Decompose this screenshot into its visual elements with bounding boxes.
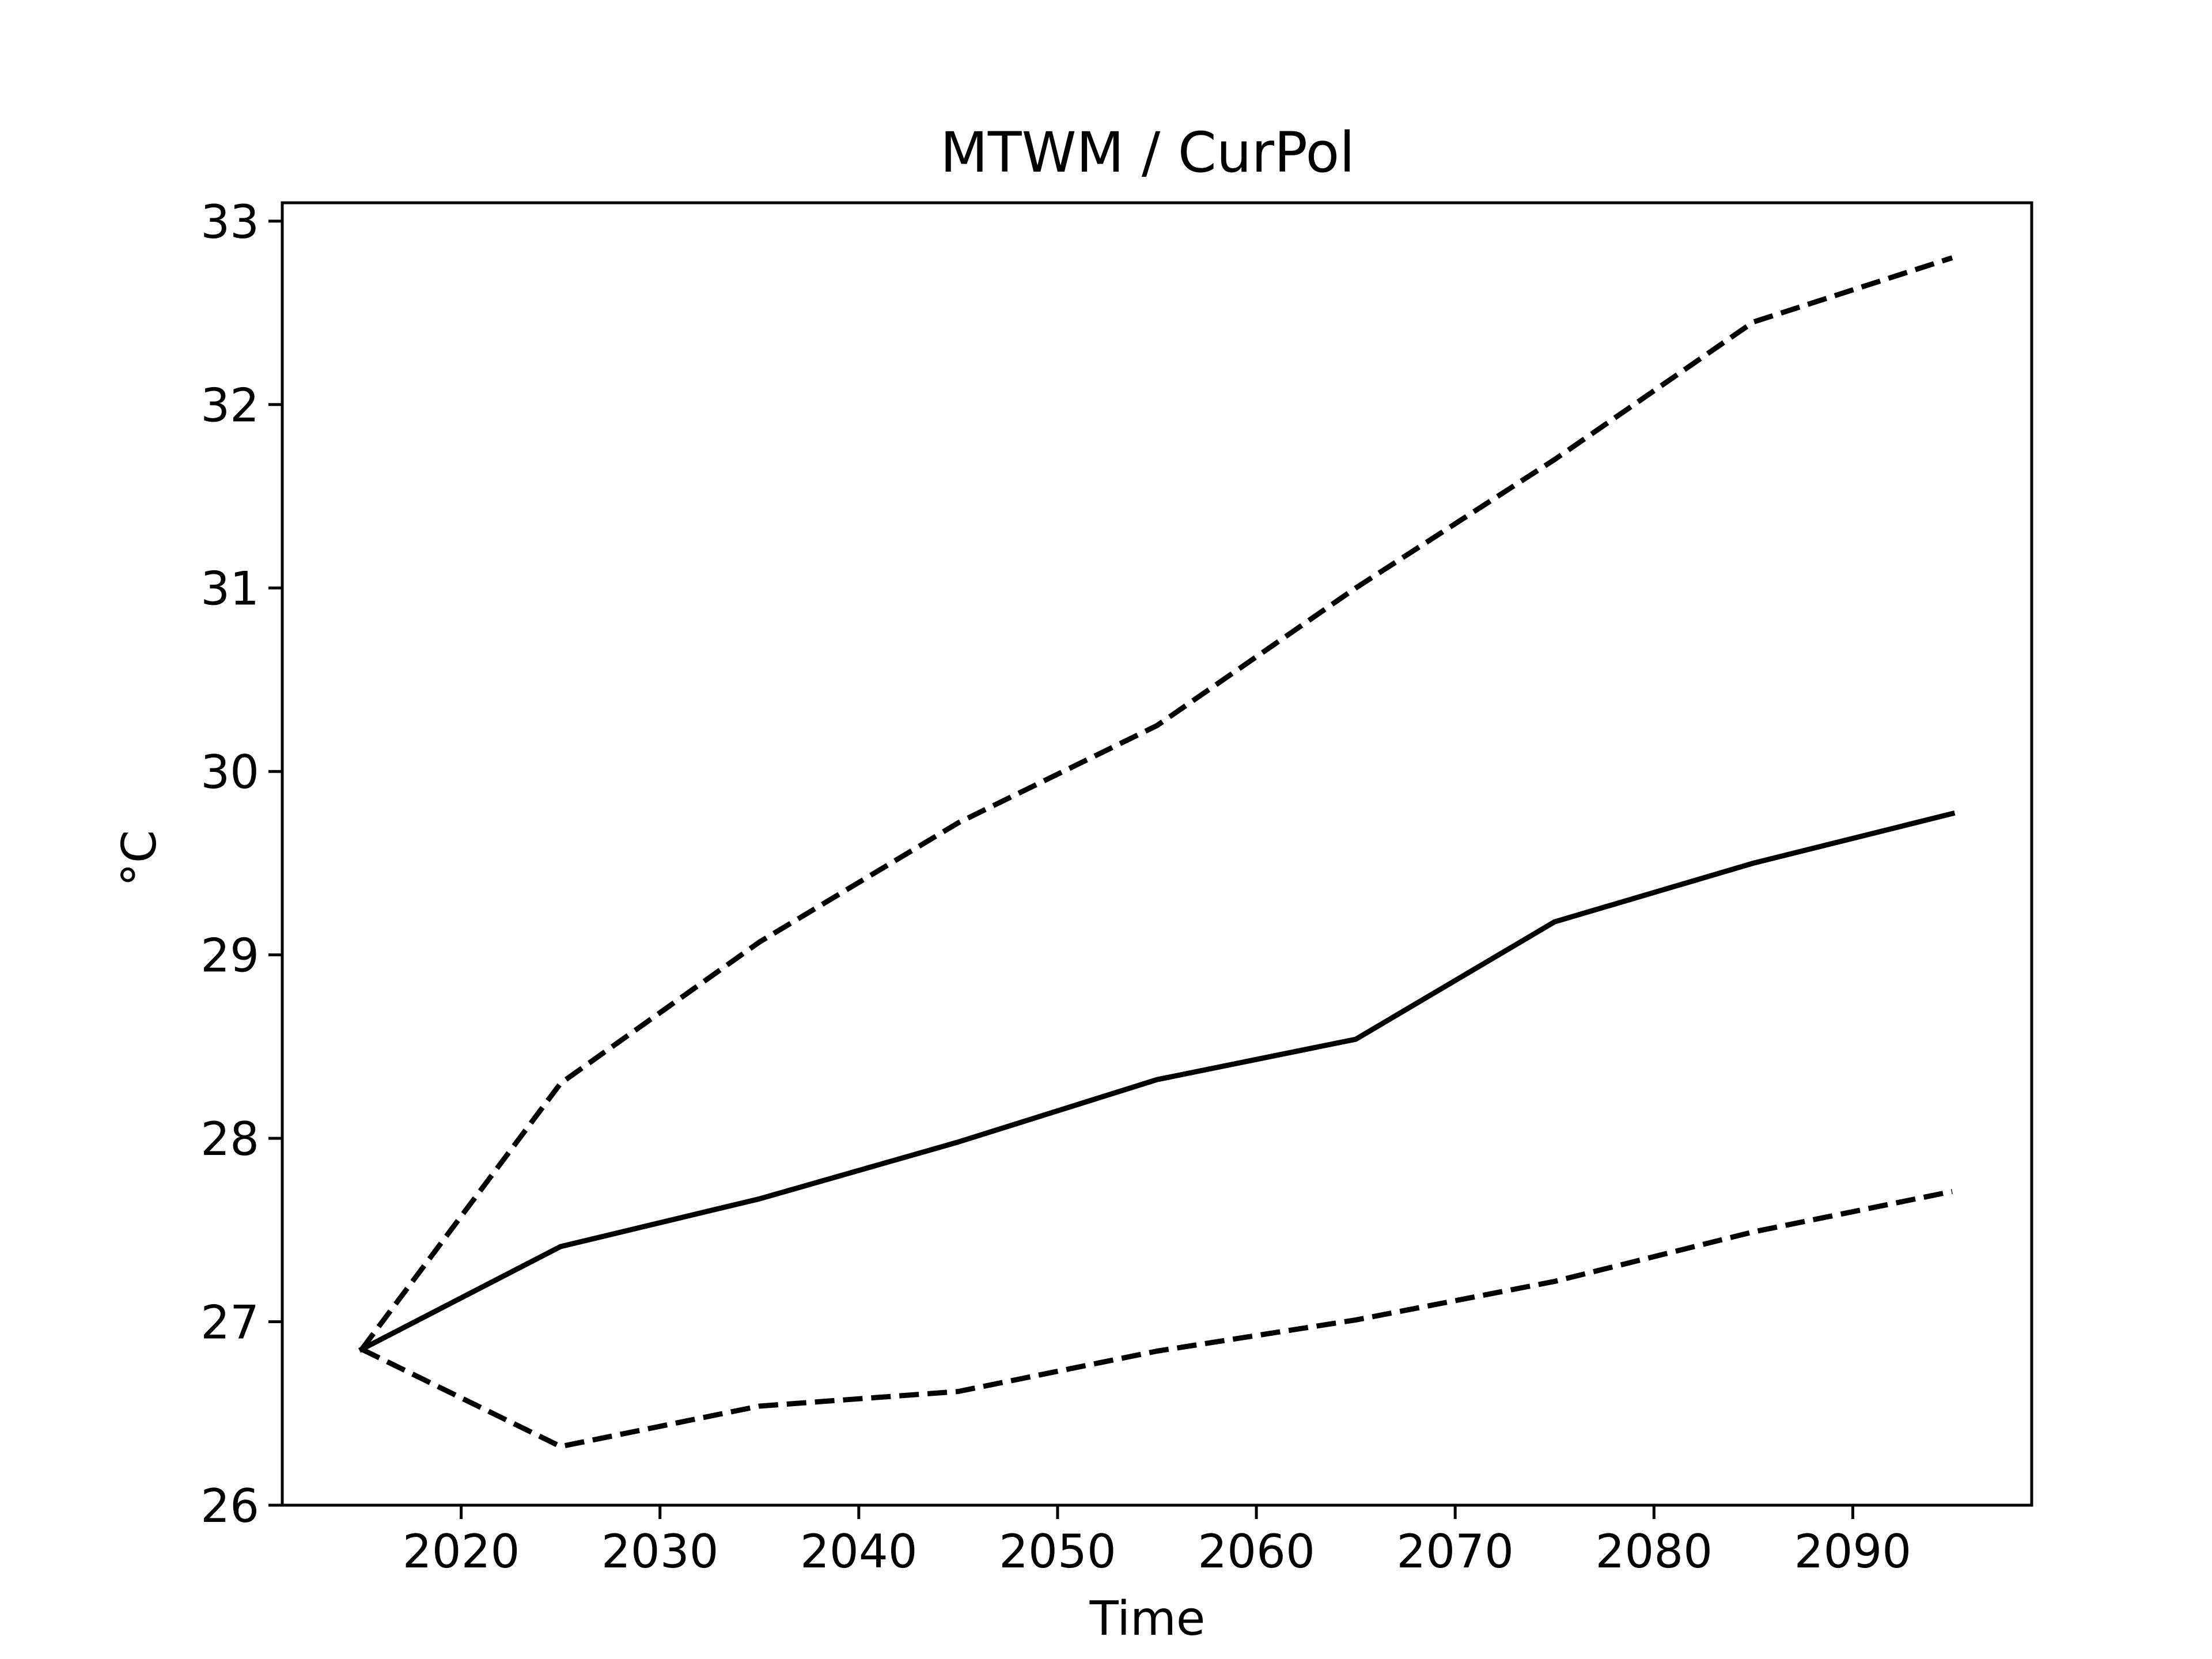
y-tick-label: 29 [200,929,259,983]
y-tick-label: 32 [200,378,259,432]
x-tick-label: 2020 [403,1525,520,1578]
x-axis-label: Time [1089,1592,1206,1646]
plot-frame [281,201,2033,1507]
y-tick-label: 27 [200,1296,259,1350]
series-line-1 [358,810,1956,1353]
y-axis: 26 27 28 29 30 31 32 33 [200,195,282,1533]
plot-lines [358,255,1956,1449]
series-line-2 [359,255,1953,1351]
y-tick-label: 33 [200,195,259,249]
chart-title: MTWM / CurPol [940,120,1355,185]
x-tick-label: 2090 [1794,1525,1912,1578]
x-axis: 2020 2030 2040 2050 2060 2070 2080 2090 [403,1505,1911,1578]
y-axis-label: °C [112,830,167,887]
x-tick-label: 2070 [1396,1525,1514,1578]
x-tick-label: 2080 [1595,1525,1713,1578]
x-tick-label: 2030 [601,1525,719,1578]
series-line-3 [361,1188,1953,1449]
x-tick-label: 2060 [1198,1525,1315,1578]
x-tick-label: 2050 [999,1525,1116,1578]
y-tick-label: 28 [200,1112,259,1166]
x-tick-label: 2040 [800,1525,918,1578]
y-tick-label: 31 [200,562,259,616]
y-tick-label: 30 [200,745,259,799]
y-tick-label: 26 [200,1479,259,1533]
